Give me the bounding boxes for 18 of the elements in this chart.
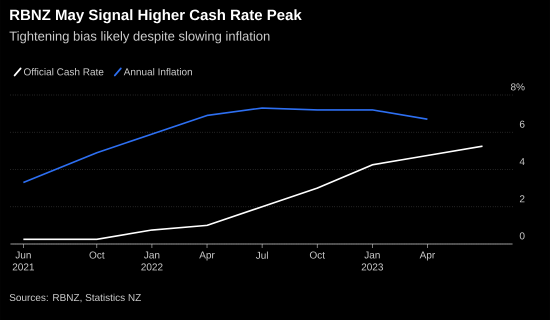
x-tick-label: Jul [256,252,268,259]
legend-label: Official Cash Rate [24,68,104,76]
chart-title: RBNZ May Signal Higher Cash Rate Peak [10,9,302,24]
x-tick-label: Apr [420,252,436,260]
x-tick-label: Oct [310,252,325,259]
x-tick-label: Jan 2022 [141,252,163,270]
legend-label: Annual Inflation [124,68,192,76]
x-tick-label: Oct [90,252,105,259]
source-note: Sources: RBNZ, Statistics NZ [10,294,141,302]
chart-subtitle: Tightening bias likely despite slowing inflation [10,31,270,44]
y-tick-label: 0 [520,232,525,240]
x-tick-label: Apr [199,252,215,260]
y-tick-label: 2 [520,195,524,202]
y-tick-label: 6 [520,120,525,128]
x-tick-label: Jun 2021 [12,252,34,270]
y-tick-label: 4 [520,158,525,165]
x-tick-label: Jan 2023 [362,252,383,270]
y-tick-label: 8% [510,83,525,90]
